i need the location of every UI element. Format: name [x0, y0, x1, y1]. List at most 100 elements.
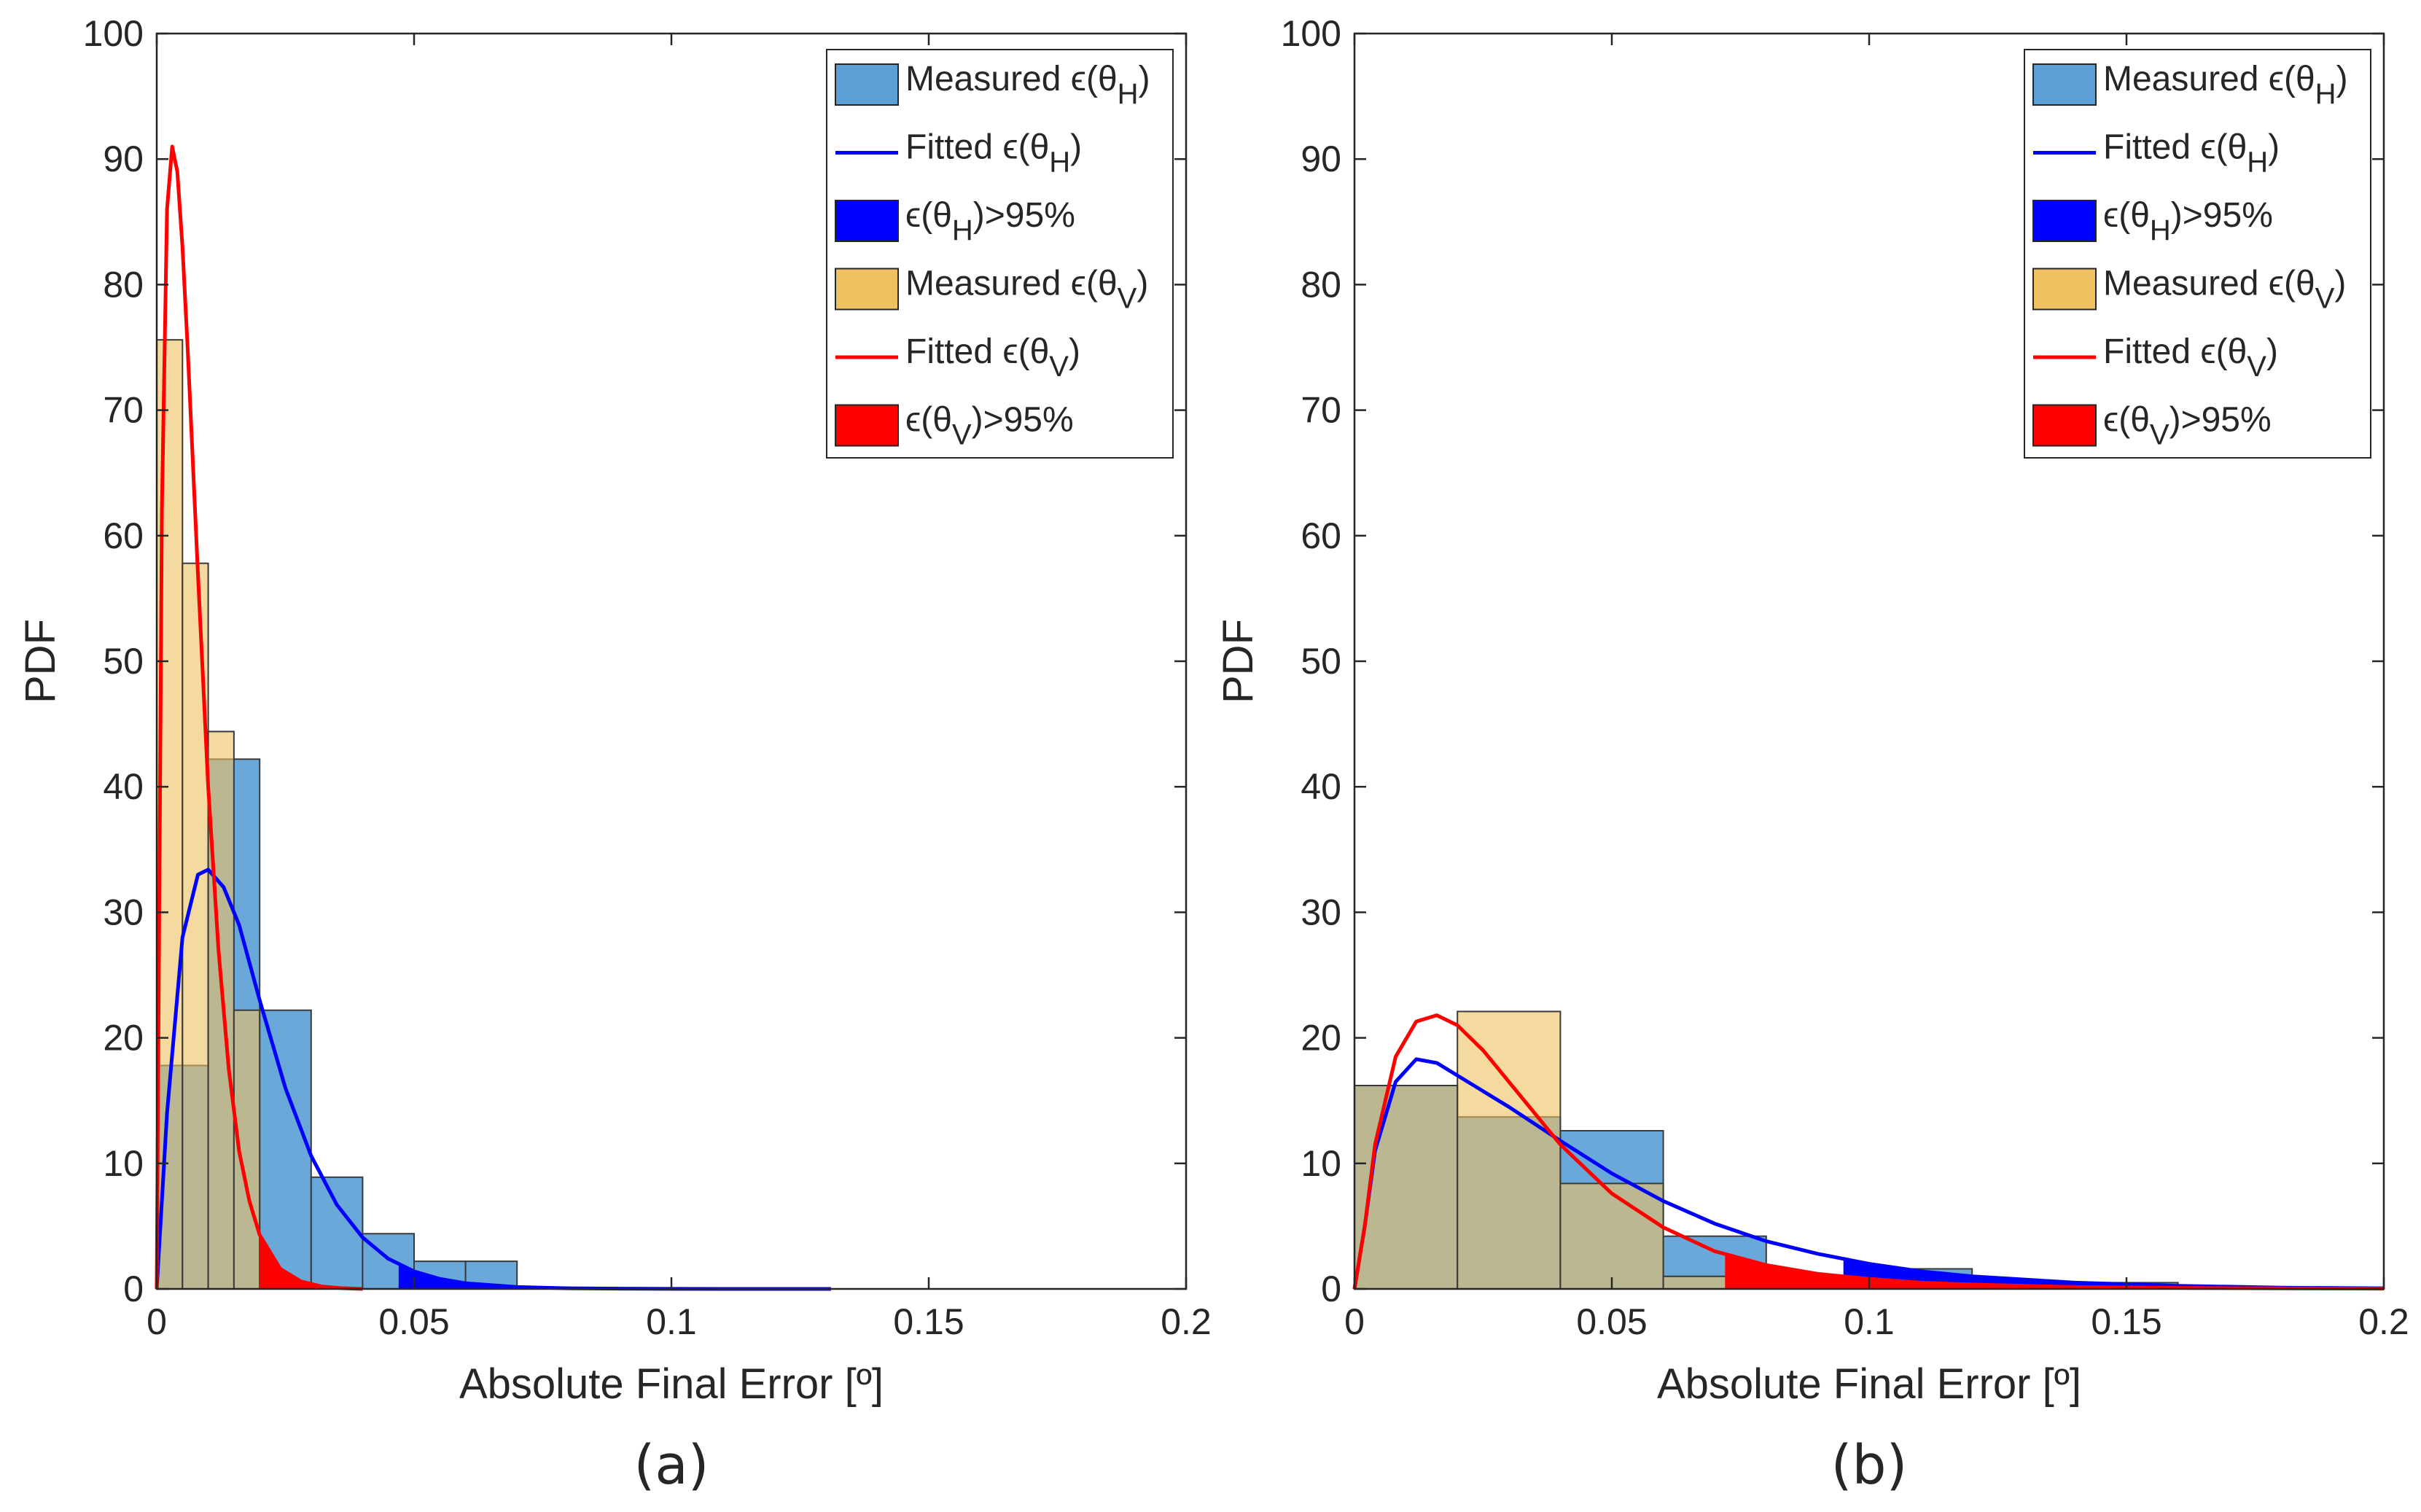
bar-measured-v — [207, 730, 235, 1290]
legend-patch-swatch — [835, 63, 899, 106]
y-tick-label: 20 — [103, 1018, 144, 1059]
legend-label: Fitted ϵ(θH) — [2103, 128, 2280, 179]
legend-label-main: Measured ϵ(θ — [2103, 60, 2315, 98]
fitted-line-v — [1352, 1013, 2385, 1291]
y-tick-label: 20 — [1301, 1018, 1341, 1059]
y-tick-label: 50 — [1301, 641, 1341, 682]
legend-label: ϵ(θH)>95% — [2103, 196, 2273, 246]
legend-box — [2024, 49, 2371, 459]
legend-patch-swatch — [2032, 268, 2097, 311]
tail-area-v — [1725, 1254, 2384, 1289]
legend-label-tail: ) — [1137, 265, 1148, 303]
legend-label-subscript: V — [1118, 283, 1137, 315]
legend-label-main: Measured ϵ(θ — [905, 60, 1118, 98]
fitted-line-h — [1352, 1057, 2385, 1290]
legend-label-subscript: V — [2247, 351, 2266, 383]
x-tick-label: 0.15 — [893, 1301, 964, 1342]
y-tick-label: 60 — [103, 515, 144, 556]
x-tick-label: 0.1 — [1844, 1301, 1895, 1342]
x-axis-label: Absolute Final Error [º] — [1657, 1360, 2081, 1408]
y-tick-label: 0 — [123, 1269, 144, 1309]
x-tick-label: 0.2 — [2358, 1301, 2409, 1342]
legend-patch-swatch — [835, 200, 899, 242]
x-tick-label: 0.2 — [1161, 1301, 1212, 1342]
y-tick-label: 100 — [83, 13, 144, 54]
x-tick-label: 0.05 — [378, 1301, 449, 1342]
legend-label-subscript: H — [1118, 78, 1139, 110]
tail-area-v — [260, 1234, 363, 1289]
legend-label: ϵ(θV)>95% — [2103, 401, 2272, 451]
legend-label-main: ϵ(θ — [905, 196, 952, 235]
y-tick-label: 10 — [1301, 1143, 1341, 1184]
legend-label-subscript: V — [1049, 351, 1069, 383]
legend-label-subscript: V — [2150, 419, 2169, 451]
legend-label-tail: ) — [2334, 265, 2346, 303]
legend-label-tail: ) — [2266, 332, 2278, 371]
y-tick-label: 70 — [1301, 390, 1341, 431]
legend-label-tail: ) — [1139, 60, 1150, 98]
tail-area-h — [1843, 1258, 2384, 1289]
legend-label-subscript: H — [2315, 78, 2336, 110]
legend-label: Measured ϵ(θH) — [2103, 60, 2348, 110]
chart-panel-b: 0 10 20 30 40 50 60 70 80 90 100 0 0.05 0.1 0.15 0.2 Abs… — [1215, 13, 2409, 1497]
fitted-line-v — [155, 144, 363, 1291]
y-tick-label: 100 — [1281, 13, 1341, 54]
legend-label: Measured ϵ(θH) — [905, 60, 1150, 110]
y-tick-label: 10 — [103, 1143, 144, 1184]
x-tick-label: 0.05 — [1576, 1301, 1647, 1342]
legend-patch-swatch — [2032, 63, 2097, 106]
legend-label-tail: )>95% — [973, 196, 1075, 235]
bar-measured-h — [259, 1009, 312, 1290]
tail-area-h — [398, 1263, 831, 1289]
y-tick-label: 40 — [103, 766, 144, 807]
legend-patch-swatch — [2032, 404, 2097, 447]
legend-patch-swatch — [835, 404, 899, 447]
legend-label-main: Fitted ϵ(θ — [905, 332, 1049, 371]
y-tick-label: 30 — [1301, 892, 1341, 932]
panel-label: (a) — [633, 1434, 709, 1497]
legend-label-main: Fitted ϵ(θ — [905, 128, 1049, 167]
chart-panel-a: 0 10 20 30 40 50 60 70 80 90 100 0 0.05 0.1 0.15 0.2 Abs… — [17, 13, 1212, 1497]
y-tick-label: 80 — [1301, 264, 1341, 305]
legend-label: Measured ϵ(θV) — [905, 265, 1148, 315]
legend-label-main: Fitted ϵ(θ — [2103, 128, 2247, 167]
legend-label-subscript: V — [2315, 283, 2335, 315]
legend-label-main: ϵ(θ — [905, 401, 952, 440]
x-tick-label: 0 — [1344, 1301, 1365, 1342]
legend-label-tail: ) — [1070, 128, 1082, 167]
y-axis-label: PDF — [1215, 619, 1262, 704]
legend-label-main: Measured ϵ(θ — [905, 265, 1118, 303]
x-tick-label: 0 — [147, 1301, 167, 1342]
x-axis-label: Absolute Final Error [º] — [459, 1360, 884, 1408]
legend-label: Fitted ϵ(θV) — [2103, 332, 2278, 383]
bar-measured-v — [1559, 1182, 1664, 1290]
legend-label-main: Fitted ϵ(θ — [2103, 332, 2247, 371]
legend-box — [826, 49, 1174, 459]
y-axis-label: PDF — [17, 619, 64, 704]
legend-label-tail: ) — [2268, 128, 2280, 167]
x-tick-label: 0.15 — [2091, 1301, 2161, 1342]
legend-label-main: ϵ(θ — [2103, 196, 2150, 235]
legend-label-main: Measured ϵ(θ — [2103, 265, 2315, 303]
y-tick-label: 90 — [103, 139, 144, 179]
legend-label-tail: )>95% — [972, 401, 1074, 440]
legend-label: Fitted ϵ(θV) — [905, 332, 1080, 383]
legend-label-tail: ) — [1069, 332, 1080, 371]
y-tick-label: 30 — [103, 892, 144, 932]
legend-patch-swatch — [2032, 200, 2097, 242]
legend-label-tail: ) — [2336, 60, 2348, 98]
legend-label-subscript: H — [2150, 214, 2171, 246]
legend-label: Measured ϵ(θV) — [2103, 265, 2346, 315]
y-tick-label: 40 — [1301, 766, 1341, 807]
legend-label-tail: )>95% — [2171, 196, 2273, 235]
bar-measured-h — [310, 1176, 364, 1290]
legend-label-subscript: H — [1049, 147, 1070, 179]
x-tick-label: 0.1 — [646, 1301, 697, 1342]
y-tick-label: 60 — [1301, 515, 1341, 556]
legend-label: Fitted ϵ(θH) — [905, 128, 1082, 179]
legend-label-subscript: H — [2247, 147, 2268, 179]
y-tick-label: 80 — [103, 264, 144, 305]
y-tick-label: 50 — [103, 641, 144, 682]
y-tick-label: 70 — [103, 390, 144, 431]
